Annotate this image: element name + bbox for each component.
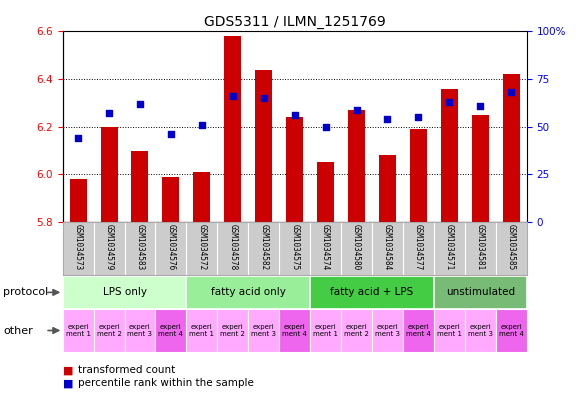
Text: transformed count: transformed count <box>78 365 176 375</box>
Text: GSM1034583: GSM1034583 <box>136 224 144 270</box>
Point <box>197 122 206 128</box>
Bar <box>279 309 310 352</box>
Text: ■: ■ <box>63 365 73 375</box>
Text: GSM1034571: GSM1034571 <box>445 224 454 270</box>
Text: experi
ment 1: experi ment 1 <box>313 324 338 337</box>
Text: experi
ment 2: experi ment 2 <box>220 324 245 337</box>
Text: GSM1034579: GSM1034579 <box>104 224 114 270</box>
Bar <box>496 309 527 352</box>
Bar <box>472 115 489 222</box>
Point <box>414 114 423 120</box>
Point <box>383 116 392 122</box>
Bar <box>403 309 434 352</box>
Point <box>259 95 269 101</box>
Text: experi
ment 3: experi ment 3 <box>128 324 153 337</box>
Point <box>74 135 83 141</box>
Text: fatty acid + LPS: fatty acid + LPS <box>331 287 414 298</box>
Text: experi
ment 1: experi ment 1 <box>189 324 215 337</box>
Point <box>321 124 330 130</box>
Text: percentile rank within the sample: percentile rank within the sample <box>78 378 254 388</box>
Text: unstimulated: unstimulated <box>445 287 515 298</box>
Bar <box>162 177 179 222</box>
Text: experi
ment 2: experi ment 2 <box>97 324 121 337</box>
Bar <box>503 74 520 222</box>
Bar <box>434 309 465 352</box>
Title: GDS5311 / ILMN_1251769: GDS5311 / ILMN_1251769 <box>204 15 386 29</box>
Text: experi
ment 3: experi ment 3 <box>251 324 276 337</box>
Bar <box>63 276 186 309</box>
Bar <box>341 309 372 352</box>
Text: experi
ment 2: experi ment 2 <box>344 324 369 337</box>
Text: protocol: protocol <box>3 287 48 298</box>
Text: experi
ment 4: experi ment 4 <box>406 324 431 337</box>
Text: GSM1034576: GSM1034576 <box>166 224 175 270</box>
Bar <box>193 172 211 222</box>
Text: experi
ment 3: experi ment 3 <box>467 324 493 337</box>
Point <box>166 131 176 138</box>
Text: experi
ment 1: experi ment 1 <box>66 324 90 337</box>
Text: GSM1034574: GSM1034574 <box>321 224 330 270</box>
Text: GSM1034585: GSM1034585 <box>507 224 516 270</box>
Text: GSM1034578: GSM1034578 <box>229 224 237 270</box>
Text: GSM1034582: GSM1034582 <box>259 224 268 270</box>
Text: GSM1034584: GSM1034584 <box>383 224 392 270</box>
Text: experi
ment 1: experi ment 1 <box>437 324 462 337</box>
Bar <box>186 276 310 309</box>
Bar <box>310 276 434 309</box>
Bar <box>132 151 148 222</box>
Bar <box>93 309 125 352</box>
Text: GSM1034580: GSM1034580 <box>352 224 361 270</box>
Point <box>135 101 144 107</box>
Bar <box>248 309 279 352</box>
Text: experi
ment 4: experi ment 4 <box>282 324 307 337</box>
Point <box>290 112 299 118</box>
Bar <box>310 309 341 352</box>
Text: other: other <box>3 325 32 336</box>
Bar <box>63 309 93 352</box>
Point <box>228 93 237 99</box>
Text: LPS only: LPS only <box>103 287 147 298</box>
Bar <box>372 309 403 352</box>
Text: ■: ■ <box>63 378 73 388</box>
Bar <box>348 110 365 222</box>
Point <box>104 110 114 117</box>
Bar <box>218 309 248 352</box>
Text: experi
ment 4: experi ment 4 <box>499 324 524 337</box>
Text: GSM1034577: GSM1034577 <box>414 224 423 270</box>
Text: experi
ment 4: experi ment 4 <box>158 324 183 337</box>
Bar <box>186 309 218 352</box>
Bar <box>286 117 303 222</box>
Text: GSM1034581: GSM1034581 <box>476 224 485 270</box>
Text: fatty acid only: fatty acid only <box>211 287 286 298</box>
Text: GSM1034575: GSM1034575 <box>290 224 299 270</box>
Text: GSM1034572: GSM1034572 <box>197 224 206 270</box>
Bar <box>255 70 272 222</box>
Bar <box>70 179 86 222</box>
Bar <box>155 309 186 352</box>
Bar <box>379 155 396 222</box>
Bar <box>224 36 241 222</box>
Bar <box>125 309 155 352</box>
Point <box>352 107 361 113</box>
Bar <box>100 127 118 222</box>
Text: GSM1034573: GSM1034573 <box>74 224 82 270</box>
Bar <box>410 129 427 222</box>
Bar <box>317 162 334 222</box>
Text: experi
ment 3: experi ment 3 <box>375 324 400 337</box>
Point <box>445 99 454 105</box>
Bar <box>465 309 496 352</box>
Bar <box>441 88 458 222</box>
Bar <box>434 276 527 309</box>
Point <box>476 103 485 109</box>
Point <box>506 89 516 95</box>
